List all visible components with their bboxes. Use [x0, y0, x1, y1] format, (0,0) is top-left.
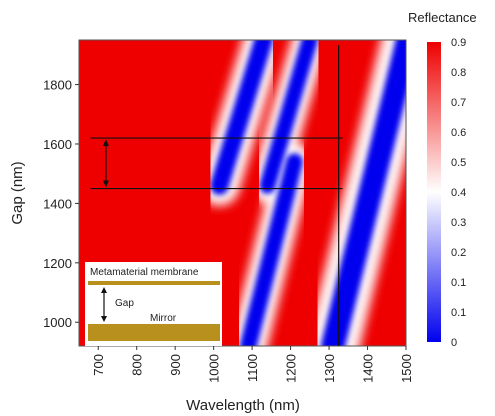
x-axis-label: Wavelength (nm) [186, 397, 300, 414]
inset-gap-arrow-head-bottom [101, 316, 107, 322]
inset-mirror-bar [88, 324, 220, 341]
y-axis-ticks: 1000 1200 1400 1600 1800 [43, 78, 79, 330]
colorbar-tick-label: 0.9 [451, 37, 466, 49]
x-tick-label: 800 [130, 354, 145, 376]
y-axis-label: Gap (nm) [9, 161, 26, 224]
heatmap-band-2 [259, 40, 318, 194]
colorbar-gradient [427, 42, 441, 342]
x-tick-label: 900 [168, 354, 183, 376]
x-tick-label: 700 [91, 354, 106, 376]
colorbar-tick-label: 0.5 [451, 157, 466, 169]
colorbar-tick-label: 0.8 [451, 67, 466, 79]
y-tick-label: 1200 [43, 256, 72, 271]
colorbar-tick-label: 0.1 [451, 307, 466, 319]
x-tick-label: 1000 [207, 354, 222, 383]
inset-membrane-label: Metamaterial membrane [90, 267, 199, 278]
annotation-lines [90, 45, 343, 346]
x-tick-label: 1100 [245, 354, 260, 382]
heatmap-band-1 [210, 40, 273, 195]
y-tick-label: 1800 [43, 78, 72, 93]
x-tick-label: 1400 [361, 354, 376, 383]
x-tick-label: 1200 [284, 354, 299, 383]
y-tick-label: 1600 [43, 137, 72, 152]
colorbar-labels: 0.9 0.8 0.7 0.6 0.5 0.4 0.3 0.2 0.1 0.1 0 [451, 37, 466, 349]
inset-schematic: Metamaterial membrane Gap Mirror [85, 262, 222, 346]
colorbar-tick-label: 0.3 [451, 217, 466, 229]
heatmap-band-4 [320, 40, 406, 346]
y-tick-label: 1000 [43, 315, 72, 330]
heatmap-band-3 [239, 153, 303, 346]
x-tick-label: 1300 [322, 354, 337, 383]
inset-mirror-label: Mirror [150, 313, 177, 324]
colorbar-title: Reflectance [408, 10, 477, 25]
colorbar-tick-label: 0.7 [451, 97, 466, 109]
inset-membrane-bar [88, 281, 220, 285]
x-axis-ticks: 700 800 900 1000 1100 1200 1300 1400 1500 [91, 346, 414, 383]
plot-frame [78, 39, 407, 347]
inset-gap-label: Gap [115, 298, 134, 309]
inset-gap-arrow-head-top [101, 287, 107, 293]
y-tick-label: 1400 [43, 196, 72, 211]
colorbar-tick-label: 0.2 [451, 247, 466, 259]
x-tick-label: 1500 [399, 354, 414, 383]
gap-arrow-head-bottom [102, 180, 109, 188]
colorbar: Reflectance 0.90.80.70.60.50.40.30.20.10… [408, 10, 477, 349]
colorbar-tick-label: 0.4 [451, 187, 466, 199]
colorbar-tick-label: 0 [451, 337, 457, 349]
colorbar-tick-label: 0.1 [451, 277, 466, 289]
colorbar-tick-label: 0.6 [451, 127, 466, 139]
gap-arrow-head-top [102, 139, 109, 147]
